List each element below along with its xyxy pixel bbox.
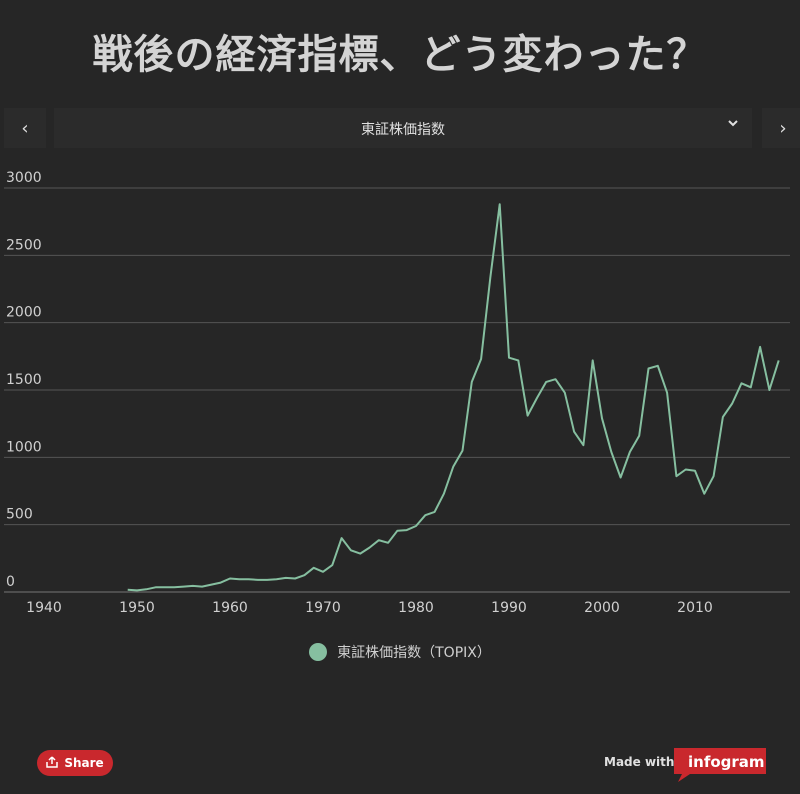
chart-navigation: ‹ 東証株価指数 › <box>0 108 800 148</box>
infogram-logo[interactable]: infogram <box>670 748 766 782</box>
x-tick-label: 1970 <box>305 600 341 616</box>
chevron-down-icon <box>726 116 740 134</box>
share-icon <box>46 755 59 771</box>
x-tick-label: 1940 <box>26 600 62 616</box>
chart-legend: 東証株価指数（TOPIX） <box>0 642 800 662</box>
y-tick-label: 1000 <box>6 439 42 455</box>
y-tick-label: 1500 <box>6 372 42 388</box>
x-tick-label: 1950 <box>119 600 155 616</box>
x-tick-label: 2000 <box>584 600 620 616</box>
legend-swatch <box>309 643 328 661</box>
legend-label: 東証株価指数（TOPIX） <box>337 645 491 661</box>
chart-grid <box>4 187 790 593</box>
line-chart: 0 500 1000 1500 2000 2500 3000 1940 1950 1960 197… <box>4 170 790 616</box>
y-axis-ticks: 0 500 1000 1500 2000 2500 3000 <box>6 170 42 590</box>
chart-series <box>127 203 780 592</box>
x-tick-label: 1960 <box>212 600 248 616</box>
x-tick-label: 2010 <box>677 600 713 616</box>
chevron-right-icon: › <box>779 117 787 139</box>
series-line <box>127 203 780 592</box>
made-with-label: Made with <box>604 755 675 769</box>
y-tick-label: 0 <box>6 574 15 590</box>
chart-selector-dropdown[interactable]: 東証株価指数 <box>54 108 752 148</box>
page-title: 戦後の経済指標、どう変わった？ <box>92 32 708 78</box>
prev-chart-button[interactable]: ‹ <box>4 108 46 148</box>
y-tick-label: 500 <box>6 507 33 523</box>
next-chart-button[interactable]: › <box>762 108 800 148</box>
x-tick-label: 1980 <box>398 600 434 616</box>
y-tick-label: 2000 <box>6 305 42 321</box>
y-tick-label: 3000 <box>6 170 42 186</box>
share-button[interactable]: Share <box>37 750 113 776</box>
brand-name: infogram <box>688 753 765 771</box>
y-tick-label: 2500 <box>6 237 42 253</box>
x-axis-ticks: 1940 1950 1960 1970 1980 1990 2000 2010 <box>26 600 713 616</box>
chevron-left-icon: ‹ <box>21 117 29 139</box>
x-tick-label: 1990 <box>491 600 527 616</box>
share-label: Share <box>64 756 104 770</box>
chart-selector-value: 東証株価指数 <box>361 122 445 138</box>
